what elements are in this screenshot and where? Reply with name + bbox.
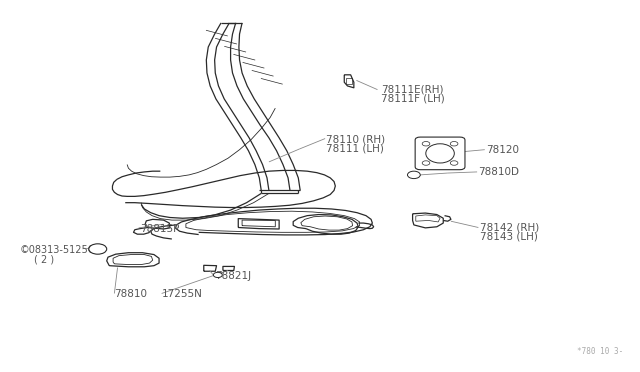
FancyBboxPatch shape (415, 137, 465, 170)
Circle shape (422, 161, 430, 165)
Text: 78110 (RH): 78110 (RH) (326, 135, 385, 145)
Text: 78143 (LH): 78143 (LH) (479, 232, 538, 242)
Text: 78120: 78120 (486, 145, 519, 155)
Text: 78111F (LH): 78111F (LH) (381, 94, 444, 104)
Ellipse shape (426, 144, 454, 163)
Text: 78142 (RH): 78142 (RH) (479, 222, 539, 232)
Circle shape (451, 141, 458, 146)
Circle shape (408, 171, 420, 179)
Text: *780 10 3-: *780 10 3- (577, 347, 623, 356)
Text: 78810: 78810 (115, 289, 147, 299)
Text: ©08313-5125C: ©08313-5125C (20, 245, 95, 255)
Text: 78815P: 78815P (140, 224, 179, 234)
Circle shape (451, 161, 458, 165)
Text: 78821J: 78821J (214, 271, 251, 281)
Circle shape (89, 244, 107, 254)
Circle shape (422, 141, 430, 146)
Text: 78810D: 78810D (478, 167, 520, 177)
Text: ( 2 ): ( 2 ) (34, 254, 54, 264)
Circle shape (213, 272, 222, 278)
Text: 78111E(RH): 78111E(RH) (381, 85, 443, 94)
Text: 78111 (LH): 78111 (LH) (326, 144, 384, 154)
Text: 17255N: 17255N (162, 289, 202, 299)
